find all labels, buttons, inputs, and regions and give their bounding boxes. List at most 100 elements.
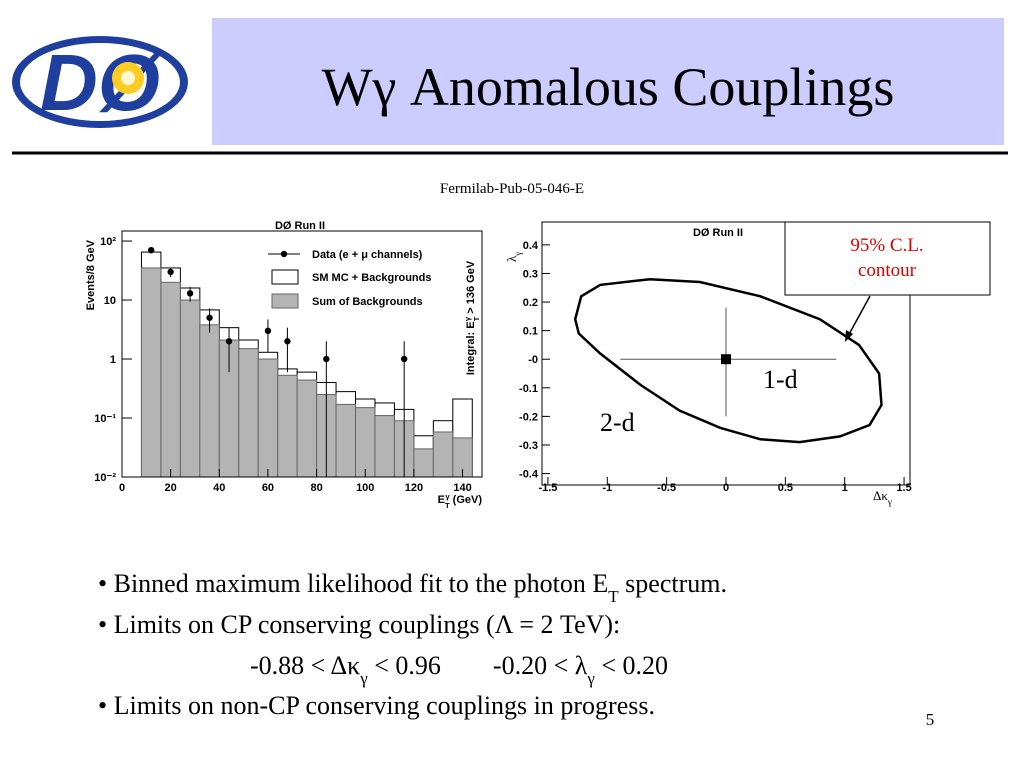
label-after: > 136 GeV — [465, 260, 477, 317]
y-axis-label: λγ — [504, 252, 523, 262]
y-tick-label: 0.1 — [523, 326, 538, 338]
histogram-bar — [413, 448, 434, 478]
label-text: λ — [504, 255, 519, 262]
x-tick-label: 100 — [356, 482, 374, 494]
contour-label: 2-d — [600, 408, 635, 437]
label-sub: T — [445, 501, 450, 510]
bullet-text: • Limits on CP conserving couplings (Λ =… — [98, 610, 620, 639]
point-label: 1-d — [763, 365, 798, 394]
histogram-bar — [140, 267, 162, 478]
central-value — [721, 354, 731, 365]
x-tick-label: 80 — [310, 482, 322, 494]
x-tick-label: -1 — [602, 482, 612, 494]
legend-label: Data (e + μ channels) — [312, 249, 423, 261]
histogram-bar — [160, 281, 181, 478]
x-axis-label: Δκγ — [873, 488, 892, 507]
title-box — [212, 18, 1004, 145]
callout-arrow — [846, 295, 871, 339]
legend-label: SM MC + Backgrounds — [312, 272, 432, 284]
label-sup: γ — [445, 492, 450, 501]
bullet-text: • Limits on non-CP conserving couplings … — [98, 691, 655, 720]
data-point — [323, 355, 330, 363]
histogram-bar — [257, 358, 279, 478]
y-tick-label: 10⁻² — [94, 472, 116, 484]
histogram-bar — [432, 431, 454, 478]
bullet-line: • Limits on CP conserving couplings (Λ =… — [98, 610, 620, 639]
histogram-bar — [238, 348, 259, 478]
y-tick-label: -0.4 — [519, 469, 539, 481]
bullet-text: -0.88 < Δκ — [250, 651, 360, 680]
label-text: Δκ — [873, 488, 888, 503]
x-tick-label: -0.5 — [657, 482, 676, 494]
bullet-text: < 0.96 — [368, 651, 441, 680]
contour-line — [573, 277, 883, 444]
histogram-chart: 0 20 40 60 80 100 120 140 10⁻² 10⁻¹ 1 10 10² DØ Run I… — [85, 220, 483, 510]
page-number: 5 — [926, 710, 935, 729]
label-sub: γ — [887, 497, 892, 507]
x-tick-label: 0.5 — [778, 482, 793, 494]
x-tick-label: 60 — [262, 482, 274, 494]
label-text: E — [438, 494, 445, 506]
y-tick-label: -0.3 — [519, 440, 538, 452]
chart-title: DØ Run II — [693, 227, 743, 239]
bullet-sub: γ — [586, 669, 595, 688]
y-tick-label: 0.2 — [523, 297, 538, 309]
legend-marker — [280, 250, 288, 258]
label-sub: γ — [513, 252, 523, 257]
label-after: (GeV) — [450, 494, 483, 506]
bullet-text: -0.20 < λ — [493, 651, 588, 680]
y-tick-label: 1 — [110, 354, 116, 366]
data-point — [264, 327, 272, 335]
annotation: Integral: ETγ > 136 GeV — [463, 260, 481, 375]
bullet-sub: T — [608, 587, 619, 606]
data-point — [186, 290, 194, 297]
x-tick-label: 20 — [165, 482, 177, 494]
histogram-bar — [277, 374, 298, 478]
y-tick-label: 0.4 — [523, 240, 539, 252]
y-tick-label: 10² — [100, 236, 116, 248]
callout-arrowhead — [845, 330, 853, 342]
y-tick-label: -0 — [528, 354, 538, 366]
data-point — [206, 314, 213, 321]
bullet-sub: γ — [359, 669, 368, 688]
contour-chart: -1.5 -1 -0.5 0 0.5 1 1.5 0.4 0.3 0.2 0.1 -0 -0.1 -0.2… — [504, 221, 991, 507]
x-tick-label: 0 — [119, 482, 125, 494]
bullet-line: • Binned maximum likelihood fit to the p… — [98, 569, 727, 606]
logo-text: DØ — [40, 38, 163, 127]
bullet-text: spectrum. — [619, 569, 727, 598]
label-sub: T — [472, 316, 481, 321]
logo-inner — [20, 43, 180, 121]
x-tick-label: -1.5 — [538, 482, 557, 494]
chart-title: DØ Run II — [275, 220, 325, 232]
histogram-bar — [355, 407, 376, 478]
histogram-bar — [374, 415, 395, 478]
x-tick-label: 1 — [842, 482, 848, 494]
reference: Fermilab-Pub-05-046-E — [440, 181, 584, 197]
data-point — [147, 246, 155, 254]
callout-box — [784, 221, 991, 296]
bullet-line: -0.88 < Δκγ < 0.96 -0.20 < λγ < 0.20 — [250, 651, 668, 688]
x-tick-label: 0 — [723, 482, 729, 494]
bullet-text: < 0.20 — [595, 651, 668, 680]
plot-frame — [121, 230, 483, 478]
legend-swatch — [271, 293, 299, 309]
y-axis-label: Events/8 GeV — [85, 239, 97, 310]
data-point — [225, 338, 233, 345]
bullet-line: • Limits on non-CP conserving couplings … — [98, 691, 655, 720]
data-point — [167, 268, 174, 276]
legend-label: Sum of Backgrounds — [312, 296, 423, 308]
x-tick-label: 1.5 — [896, 482, 911, 494]
logo-star-core — [121, 71, 135, 85]
x-axis-label: ETγ (GeV) — [438, 492, 483, 510]
y-tick-label: 10 — [104, 295, 116, 307]
histogram-bar — [179, 299, 201, 478]
legend-swatch — [271, 269, 299, 285]
y-tick-label: 10⁻¹ — [94, 413, 116, 425]
label-sup: γ — [463, 316, 472, 321]
logo: DØ — [12, 36, 188, 128]
bullets: • Binned maximum likelihood fit to the p… — [98, 569, 727, 720]
data-point — [284, 338, 291, 345]
bullet-text: • Binned maximum likelihood fit to the p… — [98, 569, 608, 598]
